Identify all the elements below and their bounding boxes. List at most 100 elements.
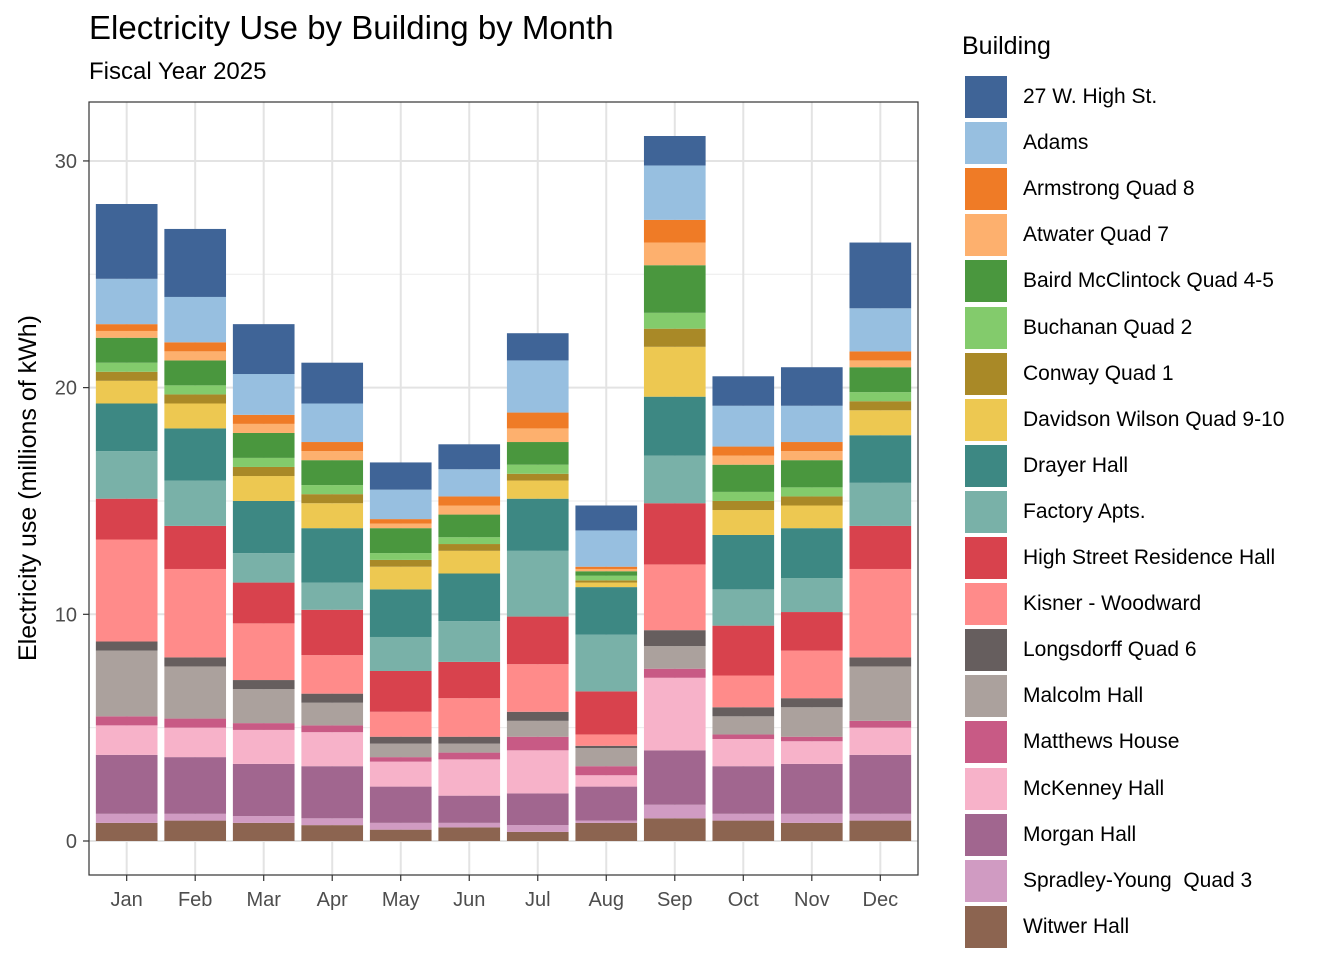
bar-segment bbox=[164, 657, 227, 667]
bar-segment bbox=[164, 666, 227, 719]
bar-segment bbox=[506, 360, 569, 413]
y-tick-label: 0 bbox=[66, 831, 77, 853]
bar-segment bbox=[780, 612, 843, 651]
bar-segment bbox=[301, 528, 364, 583]
bar-segment bbox=[643, 750, 706, 805]
bar-segment bbox=[232, 729, 295, 764]
bar-segment bbox=[849, 367, 912, 393]
bar-segment bbox=[369, 736, 432, 744]
legend-swatch bbox=[965, 168, 1007, 211]
bar-segment bbox=[780, 813, 843, 823]
bar-segment bbox=[506, 825, 569, 832]
bar-segment bbox=[780, 707, 843, 737]
bar-segment bbox=[164, 360, 227, 386]
bar-segment bbox=[849, 666, 912, 721]
bar-stack-jun bbox=[438, 444, 501, 841]
legend-swatch bbox=[965, 859, 1007, 902]
legend-item: Armstrong Quad 8 bbox=[962, 167, 1342, 213]
bar-segment bbox=[712, 455, 775, 465]
bar-segment bbox=[780, 505, 843, 529]
bar-segment bbox=[301, 460, 364, 486]
bar-segment bbox=[575, 582, 638, 588]
y-axis-label: Electricity use (millions of kWh) bbox=[14, 315, 42, 661]
bar-segment bbox=[301, 485, 364, 495]
bar-segment bbox=[438, 759, 501, 796]
bar-segment bbox=[369, 711, 432, 737]
bar-segment bbox=[575, 786, 638, 821]
legend-swatch bbox=[965, 214, 1007, 257]
legend-item: Malcolm Hall bbox=[962, 674, 1342, 720]
bar-segment bbox=[712, 510, 775, 535]
legend-label: McKenney Hall bbox=[1023, 776, 1165, 800]
bar-segment bbox=[712, 446, 775, 456]
bar-segment bbox=[643, 818, 706, 841]
bar-segment bbox=[575, 734, 638, 746]
bar-segment bbox=[575, 568, 638, 572]
bar-segment bbox=[301, 766, 364, 819]
bar-segment bbox=[438, 444, 501, 470]
bar-segment bbox=[369, 757, 432, 762]
bar-segment bbox=[438, 752, 501, 760]
legend-item: Matthews House bbox=[962, 720, 1342, 766]
bar-segment bbox=[164, 727, 227, 758]
bar-segment bbox=[506, 736, 569, 751]
bar-segment bbox=[575, 505, 638, 531]
bar-segment bbox=[301, 442, 364, 452]
bar-segment bbox=[506, 442, 569, 465]
bar-segment bbox=[506, 664, 569, 712]
bar-segment bbox=[438, 621, 501, 662]
legend-item: Conway Quad 1 bbox=[962, 352, 1342, 398]
bar-segment bbox=[643, 677, 706, 751]
bar-segment bbox=[506, 473, 569, 481]
bar-segment bbox=[506, 428, 569, 443]
bar-segment bbox=[643, 455, 706, 504]
bar-segment bbox=[849, 657, 912, 667]
bar-segment bbox=[301, 725, 364, 733]
bar-segment bbox=[438, 544, 501, 551]
x-tick-label: Jun bbox=[453, 889, 485, 911]
bar-segment bbox=[849, 754, 912, 814]
legend-label: High Street Residence Hall bbox=[1023, 546, 1276, 569]
bar-segment bbox=[712, 534, 775, 590]
bar-segment bbox=[780, 763, 843, 814]
bar-segment bbox=[780, 487, 843, 497]
bar-segment bbox=[369, 566, 432, 590]
legend-label: Davidson Wilson Quad 9-10 bbox=[1023, 407, 1285, 431]
legend-label: Atwater Quad 7 bbox=[1023, 223, 1169, 247]
bar-segment bbox=[369, 528, 432, 554]
bar-segment bbox=[712, 491, 775, 501]
bar-segment bbox=[232, 324, 295, 375]
bar-segment bbox=[438, 827, 501, 841]
bar-segment bbox=[301, 582, 364, 610]
bar-segment bbox=[164, 718, 227, 728]
bar-segment bbox=[506, 831, 569, 841]
y-tick-label: 30 bbox=[55, 151, 77, 173]
bar-layer bbox=[95, 136, 912, 841]
bar-segment bbox=[849, 435, 912, 483]
bar-segment bbox=[712, 820, 775, 841]
bar-segment bbox=[95, 716, 158, 726]
legend-title: Building bbox=[962, 32, 1051, 60]
bar-segment bbox=[643, 396, 706, 456]
legend-swatch bbox=[965, 813, 1007, 856]
legend-label: Witwer Hall bbox=[1023, 914, 1130, 938]
bar-segment bbox=[301, 693, 364, 703]
legend-item: Spradley-Young Quad 3 bbox=[962, 859, 1342, 905]
bar-stack-feb bbox=[164, 228, 227, 841]
x-tick-label: Dec bbox=[863, 889, 899, 911]
bar-segment bbox=[575, 775, 638, 787]
bar-segment bbox=[506, 333, 569, 361]
bar-segment bbox=[575, 566, 638, 569]
legend-swatch bbox=[965, 767, 1007, 810]
axis-layer: 0 10 20 30 Jan Feb Mar Apr May Jun Jul Aug Sep Oct Nov… bbox=[55, 151, 898, 911]
bar-segment bbox=[506, 793, 569, 826]
bar-segment bbox=[575, 530, 638, 567]
bar-segment bbox=[232, 423, 295, 433]
bar-segment bbox=[643, 219, 706, 243]
legend-swatch bbox=[965, 352, 1007, 395]
legend-label: 27 W. High St. bbox=[1023, 85, 1158, 108]
bar-segment bbox=[95, 641, 158, 651]
bar-segment bbox=[506, 480, 569, 499]
bar-segment bbox=[712, 376, 775, 406]
